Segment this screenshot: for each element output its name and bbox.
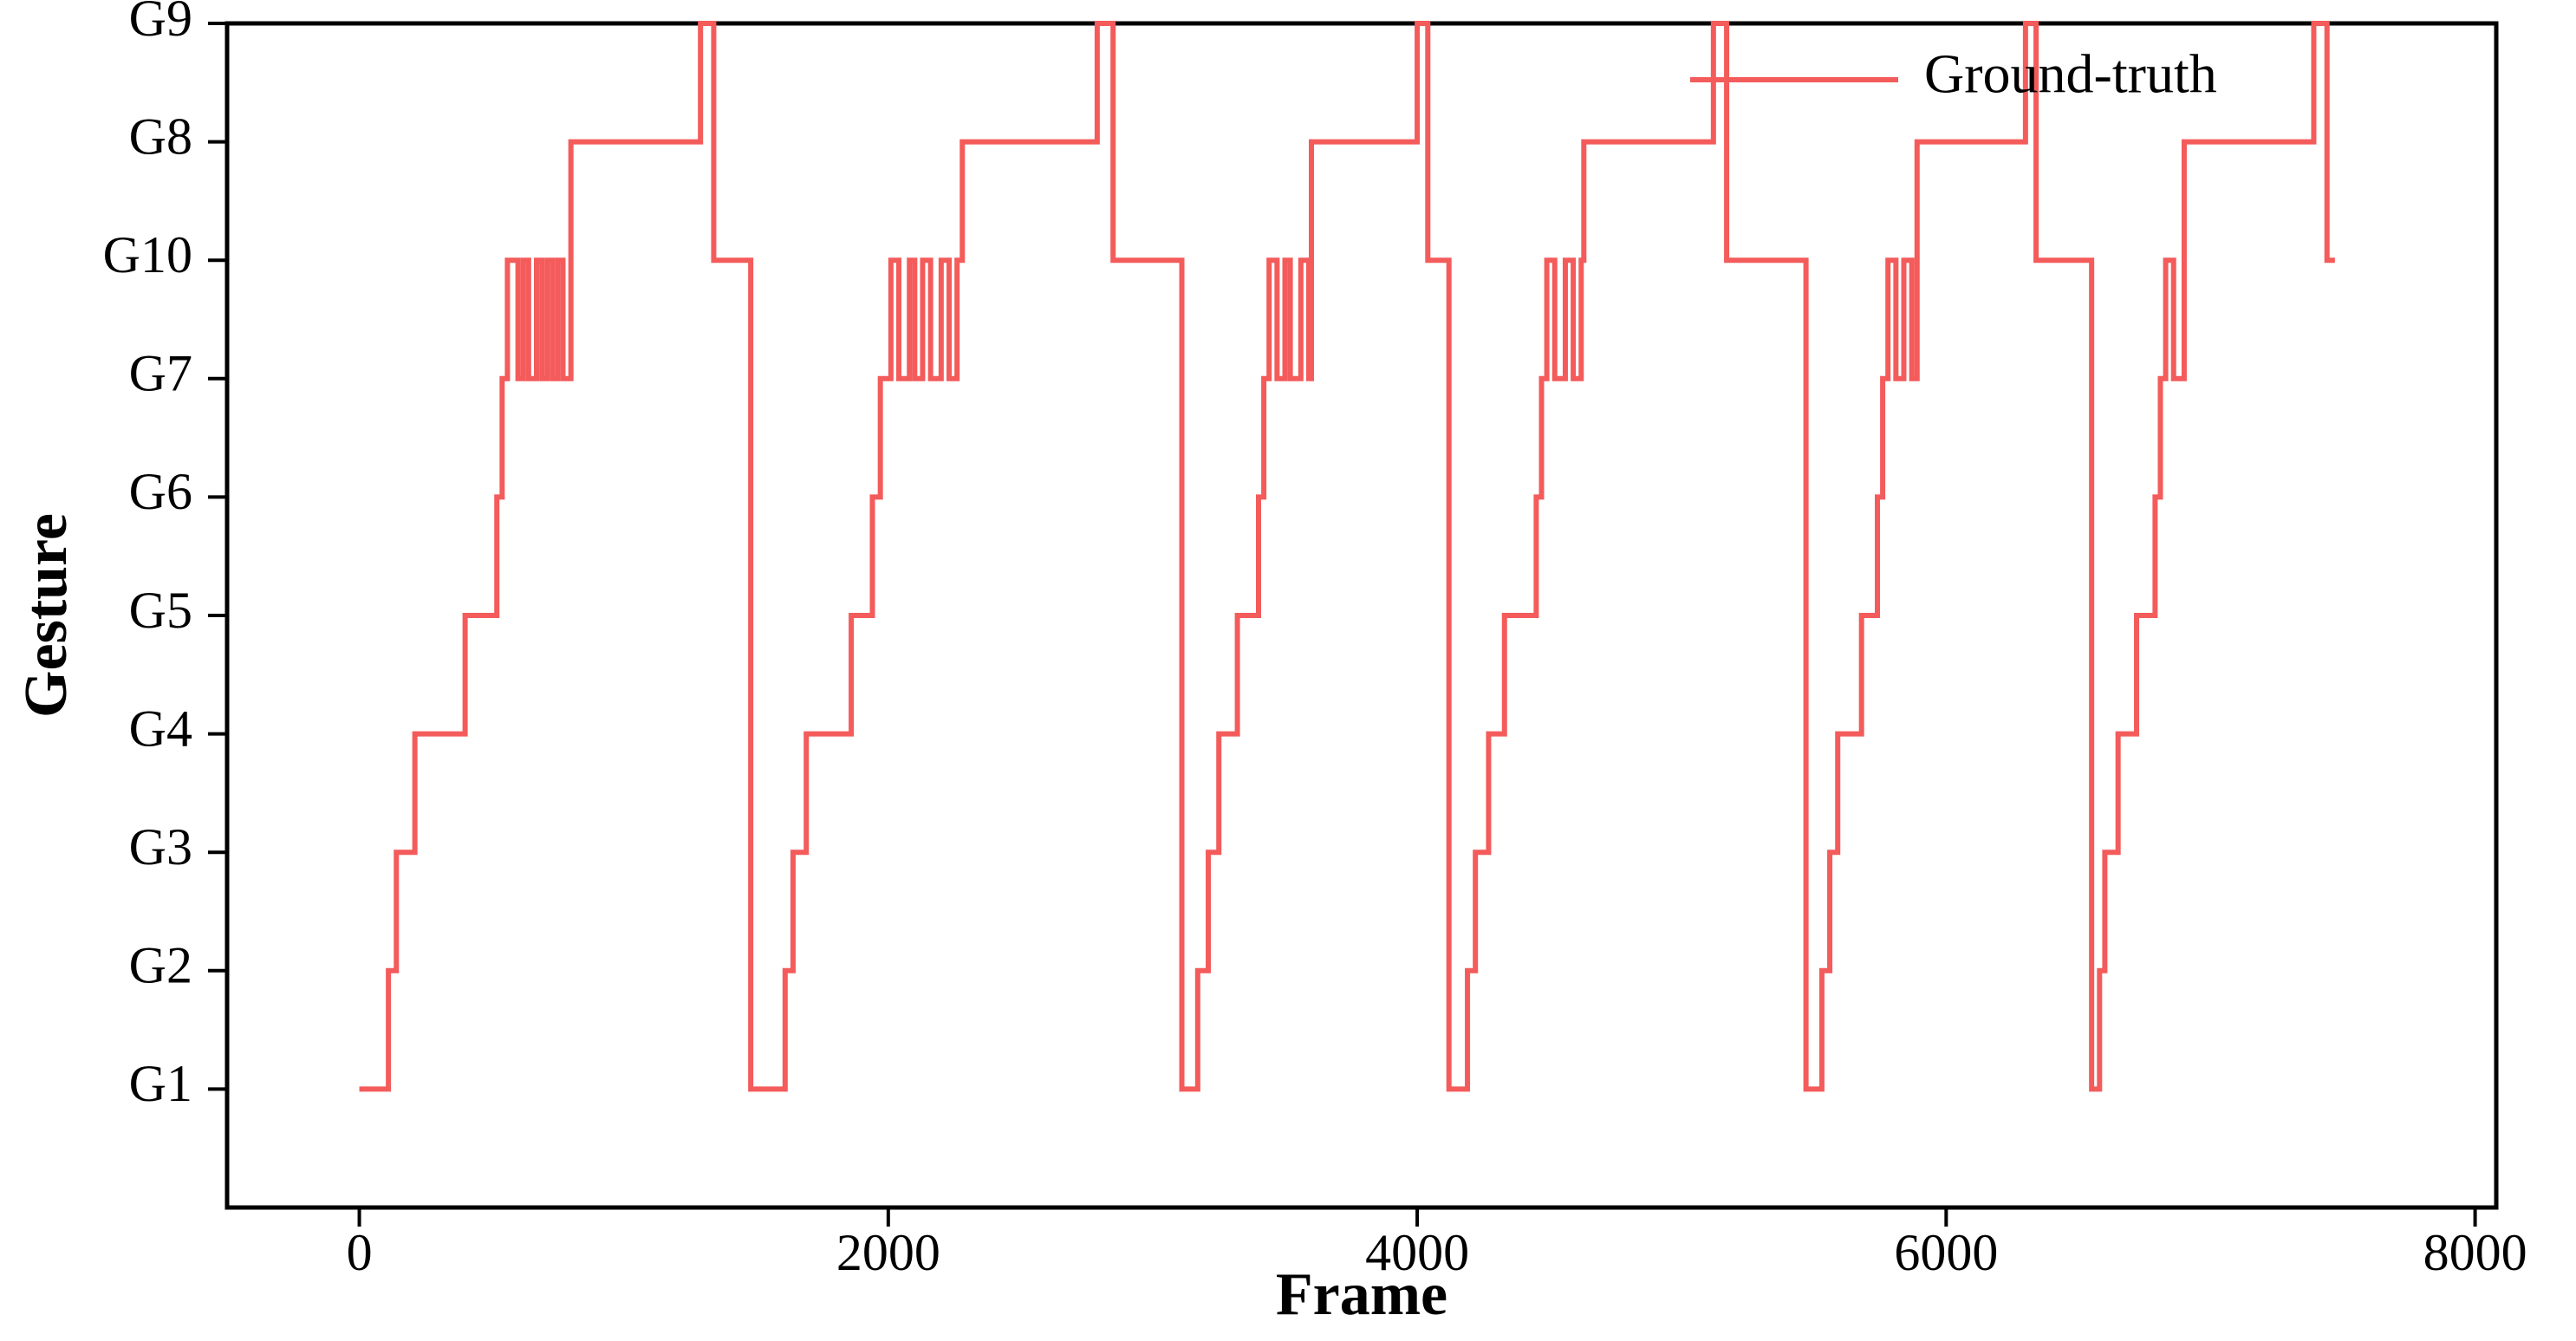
x-tick-label: 2000	[836, 1224, 940, 1281]
y-tick-label: G3	[129, 818, 192, 876]
y-tick-label: G10	[103, 226, 192, 283]
y-tick-label: G8	[129, 107, 192, 165]
data-line	[359, 21, 2335, 1092]
y-tick-label: G7	[129, 345, 192, 402]
x-tick-label: 6000	[1894, 1224, 1998, 1281]
y-tick-label: G6	[129, 463, 192, 520]
x-tick-label: 4000	[1365, 1224, 1469, 1281]
y-tick-label: G9	[129, 0, 192, 47]
x-tick-label: 8000	[2423, 1224, 2527, 1281]
y-tick-label: G4	[129, 700, 192, 757]
y-tick-label: G2	[129, 937, 192, 994]
x-axis-title: Frame	[1276, 1261, 1447, 1328]
x-tick-label: 0	[347, 1224, 373, 1281]
y-axis-title: Gesture	[13, 513, 80, 718]
y-tick-label: G5	[129, 582, 192, 639]
legend-label: Ground-truth	[1924, 43, 2217, 105]
y-tick-label: G1	[129, 1055, 192, 1112]
